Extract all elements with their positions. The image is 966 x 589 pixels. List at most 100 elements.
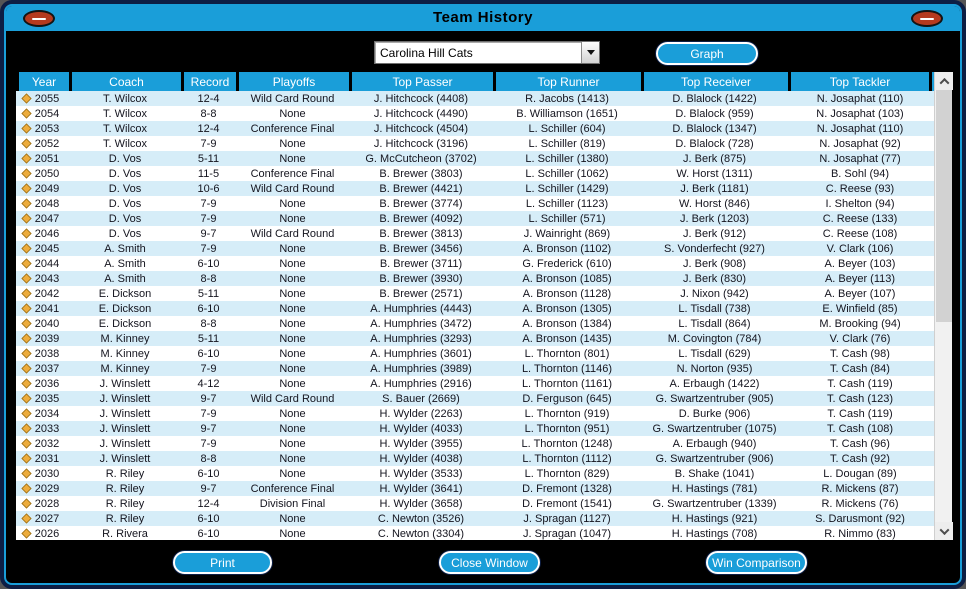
table-row[interactable]: 2038 M. Kinney 6-10 None A. Humphries (3… (16, 346, 934, 361)
table-row[interactable]: 2054 T. Wilcox 8-8 None J. Hitchcock (44… (16, 106, 934, 121)
table-row[interactable]: 2036 J. Winslett 4-12 None A. Humphries … (16, 376, 934, 391)
cell-top-receiver: L. Tisdall (864) (678, 317, 751, 330)
cell-top-receiver: J. Nixon (942) (680, 287, 749, 300)
table-row[interactable]: 2029 R. Riley 9-7 Conference Final H. Wy… (16, 481, 934, 496)
table-row[interactable]: 2037 M. Kinney 7-9 None A. Humphries (39… (16, 361, 934, 376)
table-row[interactable]: 2026 R. Rivera 6-10 None C. Newton (3304… (16, 526, 934, 540)
cell-playoffs: None (279, 302, 306, 315)
cell-coach: D. Vos (108, 212, 142, 225)
table-row[interactable]: 2047 D. Vos 7-9 None B. Brewer (4092) L.… (16, 211, 934, 226)
table-row[interactable]: 2033 J. Winslett 9-7 None H. Wylder (403… (16, 421, 934, 436)
cell-year: 2046 (16, 226, 69, 241)
table-row[interactable]: 2035 J. Winslett 9-7 Wild Card Round S. … (16, 391, 934, 406)
table-row[interactable]: 2045 A. Smith 7-9 None B. Brewer (3456) … (16, 241, 934, 256)
table-row[interactable]: 2049 D. Vos 10-6 Wild Card Round B. Brew… (16, 181, 934, 196)
table-row[interactable]: 2030 R. Riley 6-10 None H. Wylder (3533)… (16, 466, 934, 481)
table-row[interactable]: 2041 E. Dickson 6-10 None A. Humphries (… (16, 301, 934, 316)
cell-coach: M. Kinney (100, 332, 150, 345)
cell-top-receiver: J. Berk (875) (683, 152, 746, 165)
table-row[interactable]: 2028 R. Riley 12-4 Division Final H. Wyl… (16, 496, 934, 511)
table-row[interactable]: 2048 D. Vos 7-9 None B. Brewer (3774) L.… (16, 196, 934, 211)
cell-coach: J. Winslett (99, 452, 151, 465)
cell-top-passer: J. Hitchcock (4504) (373, 122, 469, 135)
column-header-top-passer: Top Passer (349, 72, 493, 91)
table-row[interactable]: 2052 T. Wilcox 7-9 None J. Hitchcock (31… (16, 136, 934, 151)
table-row[interactable]: 2046 D. Vos 9-7 Wild Card Round B. Brewe… (16, 226, 934, 241)
column-header-playoffs: Playoffs (236, 72, 349, 91)
table-row[interactable]: 2027 R. Riley 6-10 None C. Newton (3526)… (16, 511, 934, 526)
table-row[interactable]: 2042 E. Dickson 5-11 None B. Brewer (257… (16, 286, 934, 301)
table-row[interactable]: 2055 T. Wilcox 12-4 Wild Card Round J. H… (16, 91, 934, 106)
cell-top-runner: A. Bronson (1384) (522, 317, 612, 330)
cell-record: 5-11 (197, 287, 220, 300)
cell-record: 12-4 (197, 497, 220, 510)
cell-top-tackler: C. Reese (108) (822, 227, 898, 240)
football-lace-icon (32, 17, 46, 20)
scroll-down-button[interactable] (935, 522, 953, 540)
cell-coach: R. Riley (105, 482, 145, 495)
cell-year: 2029 (16, 481, 69, 496)
cell-record: 6-10 (197, 257, 220, 270)
team-selector-dropdown[interactable]: Carolina Hill Cats (374, 41, 600, 64)
cell-top-receiver: H. Hastings (781) (671, 482, 758, 495)
table-row[interactable]: 2051 D. Vos 5-11 None G. McCutcheon (370… (16, 151, 934, 166)
column-header-top-receiver: Top Receiver (641, 72, 788, 91)
cell-top-runner: L. Schiller (1380) (525, 152, 609, 165)
close-window-button[interactable]: Close Window (439, 551, 540, 574)
table-row[interactable]: 2034 J. Winslett 7-9 None H. Wylder (226… (16, 406, 934, 421)
cell-top-passer: S. Bauer (2669) (382, 392, 460, 405)
cell-coach: R. Riley (105, 497, 145, 510)
win-comparison-button[interactable]: Win Comparison (706, 551, 807, 574)
cell-playoffs: None (279, 347, 306, 360)
table-row[interactable]: 2039 M. Kinney 5-11 None A. Humphries (3… (16, 331, 934, 346)
cell-top-runner: J. Spragan (1127) (523, 512, 611, 525)
cell-record: 6-10 (197, 512, 220, 525)
table-row[interactable]: 2050 D. Vos 11-5 Conference Final B. Bre… (16, 166, 934, 181)
cell-playoffs: None (279, 422, 306, 435)
cell-year: 2054 (16, 106, 69, 121)
cell-top-receiver: M. Covington (784) (667, 332, 762, 345)
cell-playoffs: Conference Final (250, 122, 335, 135)
cell-top-runner: A. Bronson (1128) (522, 287, 612, 300)
cell-coach: A. Smith (104, 272, 146, 285)
cell-year: 2048 (16, 196, 69, 211)
cell-coach: E. Dickson (98, 302, 152, 315)
cell-coach: J. Winslett (99, 407, 151, 420)
table-row[interactable]: 2031 J. Winslett 8-8 None H. Wylder (403… (16, 451, 934, 466)
scroll-up-button[interactable] (935, 72, 953, 90)
cell-top-passer: B. Brewer (3711) (379, 257, 463, 270)
cell-top-runner: A. Bronson (1435) (522, 332, 612, 345)
scrollbar-thumb[interactable] (936, 90, 952, 322)
table-scrollbar[interactable] (934, 72, 953, 540)
dropdown-arrow-button[interactable] (581, 42, 599, 63)
cell-year: 2047 (16, 211, 69, 226)
cell-top-runner: L. Thornton (1112) (522, 452, 612, 465)
cell-top-runner: D. Ferguson (645) (522, 392, 612, 405)
cell-coach: T. Wilcox (103, 107, 147, 120)
cell-top-runner: A. Bronson (1102) (522, 242, 612, 255)
cell-top-passer: A. Humphries (3293) (370, 332, 472, 345)
football-window-button-left[interactable] (23, 10, 55, 27)
cell-year: 2028 (16, 496, 69, 511)
table-row[interactable]: 2040 E. Dickson 8-8 None A. Humphries (3… (16, 316, 934, 331)
cell-playoffs: None (279, 272, 306, 285)
graph-button[interactable]: Graph (656, 42, 758, 65)
cell-coach: D. Vos (108, 167, 142, 180)
table-row[interactable]: 2043 A. Smith 8-8 None B. Brewer (3930) … (16, 271, 934, 286)
cell-top-runner: D. Fremont (1541) (522, 497, 612, 510)
cell-year: 2045 (16, 241, 69, 256)
cell-year: 2041 (16, 301, 69, 316)
cell-coach: J. Winslett (99, 392, 151, 405)
cell-playoffs: None (279, 452, 306, 465)
cell-top-tackler: N. Josaphat (110) (816, 122, 904, 135)
cell-record: 7-9 (200, 197, 217, 210)
table-row[interactable]: 2053 T. Wilcox 12-4 Conference Final J. … (16, 121, 934, 136)
football-window-button-right[interactable] (911, 10, 943, 27)
print-button[interactable]: Print (173, 551, 272, 574)
table-row[interactable]: 2044 A. Smith 6-10 None B. Brewer (3711)… (16, 256, 934, 271)
table-row[interactable]: 2032 J. Winslett 7-9 None H. Wylder (395… (16, 436, 934, 451)
titlebar: Team History (6, 6, 960, 31)
cell-playoffs: None (279, 437, 306, 450)
cell-top-runner: L. Thornton (1161) (521, 377, 613, 390)
cell-top-receiver: D. Blalock (1422) (672, 92, 757, 105)
